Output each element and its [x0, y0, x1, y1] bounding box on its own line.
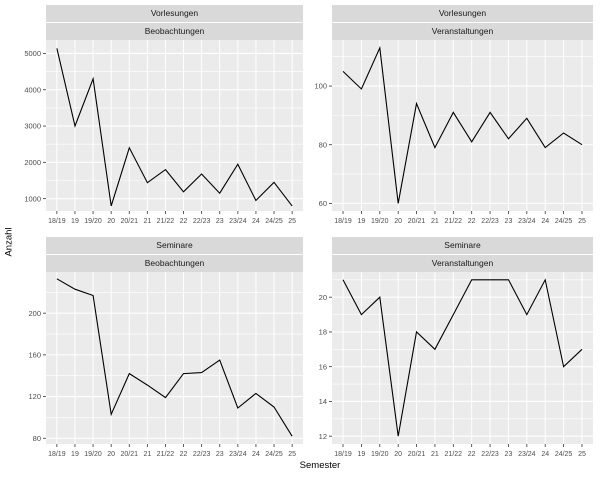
x-tick-label: 18/19: [334, 218, 352, 225]
x-tick-label: 23/24: [229, 451, 247, 458]
data-line: [56, 48, 293, 207]
y-tick-label: 1000: [24, 194, 41, 203]
facet-strip-row-vorlesungen-left: Vorlesungen: [46, 5, 303, 22]
x-tick-label: 22/23: [193, 218, 211, 225]
data-line: [342, 278, 583, 437]
y-tick-label: 80: [319, 140, 327, 149]
x-tick-label: 24: [252, 451, 260, 458]
y-tick-label: 200: [28, 309, 41, 318]
x-tick-label: 24/25: [265, 451, 283, 458]
x-tick-label: 23/24: [229, 218, 247, 225]
facet-strip-col-beobachtungen-top: Beobachtungen: [46, 23, 303, 40]
y-tick-label: 14: [319, 397, 327, 406]
x-tick-label: 18/19: [48, 451, 66, 458]
y-tick-label: 20: [319, 293, 327, 302]
y-tick-label: 160: [28, 350, 41, 359]
x-tick-label: 19: [358, 218, 366, 225]
x-tick-label: 20: [394, 218, 402, 225]
y-tick-label: 3000: [24, 122, 41, 131]
y-tick-label: 2000: [24, 158, 41, 167]
x-tick-label: 21: [431, 451, 439, 458]
y-tick-label: 120: [28, 392, 41, 401]
x-tick-label: 21: [431, 218, 439, 225]
y-tick-label: 4000: [24, 85, 41, 94]
y-tick-label: 80: [33, 434, 41, 443]
x-tick-label: 21/22: [445, 218, 463, 225]
x-tick-label: 24: [252, 218, 260, 225]
x-tick-label: 25: [288, 451, 296, 458]
x-tick-label: 23/24: [518, 218, 536, 225]
y-tick-label: 18: [319, 328, 327, 337]
facet-strip-row-vorlesungen-right: Vorlesungen: [332, 5, 593, 22]
x-tick-label: 20/21: [120, 451, 138, 458]
x-tick-label: 20: [107, 451, 115, 458]
x-tick-label: 19/20: [84, 218, 102, 225]
x-tick-label: 19/20: [371, 451, 389, 458]
x-tick-label: 24: [541, 451, 549, 458]
x-tick-label: 20/21: [408, 218, 426, 225]
x-tick-label: 19: [71, 451, 79, 458]
x-tick-label: 21/22: [157, 451, 175, 458]
y-axis-title: Anzahl: [3, 227, 15, 257]
x-tick-label: 19: [358, 451, 366, 458]
x-tick-label: 23: [216, 218, 224, 225]
x-tick-label: 19/20: [371, 218, 389, 225]
x-tick-label: 24: [541, 218, 549, 225]
data-line: [56, 278, 293, 437]
x-tick-label: 18/19: [48, 218, 66, 225]
facet-strip-row-seminare-right: Seminare: [332, 237, 593, 254]
x-tick-label: 23: [216, 451, 224, 458]
x-tick-label: 19/20: [84, 451, 102, 458]
x-tick-label: 19: [71, 218, 79, 225]
x-tick-label: 22/23: [481, 451, 499, 458]
x-tick-label: 20: [107, 218, 115, 225]
x-tick-label: 21: [143, 451, 151, 458]
x-tick-label: 24/25: [555, 218, 573, 225]
x-tick-label: 22: [468, 451, 476, 458]
x-tick-label: 21: [143, 218, 151, 225]
y-tick-label: 100: [314, 82, 327, 91]
y-tick-label: 16: [319, 362, 327, 371]
y-tick-label: 60: [319, 199, 327, 208]
facet-strip-col-veranstaltungen-top: Veranstaltungen: [332, 23, 593, 40]
panel-background: [332, 40, 593, 211]
facet-strip-col-beobachtungen-bottom: Beobachtungen: [46, 255, 303, 272]
facet-strip-col-veranstaltungen-bottom: Veranstaltungen: [332, 255, 593, 272]
x-tick-label: 21/22: [157, 218, 175, 225]
facet-strip-row-seminare-left: Seminare: [46, 237, 303, 254]
x-tick-label: 25: [578, 218, 586, 225]
x-tick-label: 24/25: [265, 218, 283, 225]
x-axis-title: Semester: [299, 460, 341, 471]
x-tick-label: 22/23: [481, 218, 499, 225]
x-tick-label: 25: [288, 218, 296, 225]
y-tick-label: 5000: [24, 49, 41, 58]
x-tick-label: 20/21: [408, 451, 426, 458]
x-tick-label: 23: [505, 218, 513, 225]
x-tick-label: 25: [578, 451, 586, 458]
x-tick-label: 18/19: [334, 451, 352, 458]
x-tick-label: 20: [394, 451, 402, 458]
x-tick-label: 23/24: [518, 451, 536, 458]
x-tick-label: 24/25: [555, 451, 573, 458]
x-tick-label: 22: [180, 218, 188, 225]
panel-background: [46, 272, 303, 444]
x-tick-label: 23: [505, 451, 513, 458]
x-tick-label: 21/22: [445, 451, 463, 458]
x-tick-label: 22: [468, 218, 476, 225]
y-tick-label: 12: [319, 432, 327, 441]
data-line: [342, 45, 583, 204]
x-tick-label: 22: [180, 451, 188, 458]
x-tick-label: 22/23: [193, 451, 211, 458]
x-tick-label: 20/21: [120, 218, 138, 225]
